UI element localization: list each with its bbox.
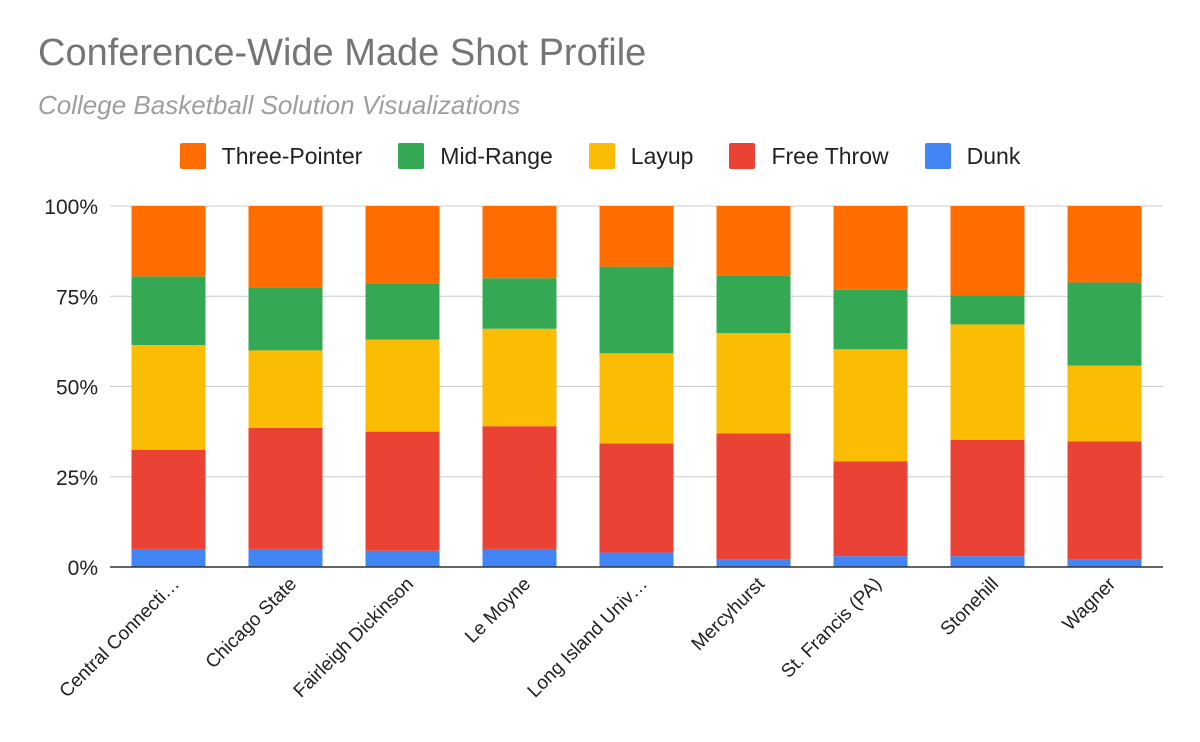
x-tick-label: St. Francis (PA) — [777, 574, 886, 683]
legend-label: Dunk — [966, 142, 1021, 169]
legend-swatch — [179, 143, 206, 169]
bar-segment-free-throw — [482, 426, 557, 549]
bar-segment-three-pointer — [365, 206, 440, 284]
bar-segment-free-throw — [248, 428, 323, 549]
chart-subtitle: College Basketball Solution Visualizatio… — [38, 90, 521, 120]
bar-segment-mid-range — [365, 283, 440, 340]
x-tick-label: Central Connecti… — [56, 574, 184, 702]
bar-segment-three-pointer — [950, 206, 1025, 296]
bar-segment-mid-range — [599, 266, 674, 354]
bar-segment-mid-range — [1067, 282, 1142, 366]
bar-segment-three-pointer — [1067, 206, 1142, 283]
bar-segment-layup — [833, 349, 908, 462]
bar-segment-layup — [599, 353, 674, 444]
x-tick-label: Wagner — [1059, 573, 1121, 635]
bar-segment-free-throw — [833, 461, 908, 557]
x-tick-label: Chicago State — [202, 574, 301, 673]
bar-segment-layup — [1067, 365, 1142, 442]
x-tick-label: Mercyhurst — [688, 573, 770, 655]
bar-segment-mid-range — [131, 276, 206, 345]
legend-swatch — [398, 143, 425, 169]
bar-segment-layup — [950, 324, 1025, 440]
chart-title: Conference-Wide Made Shot Profile — [38, 32, 647, 74]
x-tick-label: Le Moyne — [461, 574, 535, 648]
legend-item-layup: Layup — [588, 142, 694, 170]
legend-label: Three-Pointer — [221, 142, 363, 169]
bar-segment-three-pointer — [248, 206, 323, 288]
bar-segment-layup — [365, 339, 440, 432]
y-tick-label: 75% — [56, 286, 98, 309]
bar-segment-mid-range — [248, 287, 323, 351]
y-tick-label: 50% — [56, 377, 98, 400]
legend-swatch — [729, 143, 756, 169]
bar-segment-dunk — [833, 556, 908, 567]
bar-segment-dunk — [1067, 559, 1142, 567]
bar-segment-layup — [482, 328, 557, 427]
bar-segment-three-pointer — [833, 206, 908, 290]
bar-segment-free-throw — [950, 439, 1025, 557]
legend-swatch — [924, 143, 951, 169]
x-tick-label: Long Island Univ… — [524, 574, 652, 702]
y-tick-label: 0% — [68, 557, 98, 580]
bar-segment-free-throw — [599, 443, 674, 553]
bar-segment-layup — [131, 344, 206, 450]
legend-item-free-throw: Free Throw — [729, 142, 889, 170]
bar-segment-dunk — [482, 548, 557, 567]
bar-segment-mid-range — [482, 278, 557, 329]
bar-segment-layup — [716, 333, 791, 434]
legend-item-three-pointer: Three-Pointer — [179, 142, 363, 170]
bar-segment-layup — [248, 350, 323, 429]
legend-item-dunk: Dunk — [924, 142, 1021, 170]
bar-segment-three-pointer — [482, 206, 557, 279]
bar-segment-three-pointer — [599, 206, 674, 267]
bar-segment-mid-range — [833, 289, 908, 350]
y-tick-label: 25% — [56, 467, 98, 490]
bar-segment-dunk — [950, 556, 1025, 567]
bar-segment-dunk — [716, 559, 791, 567]
legend-label: Layup — [630, 142, 694, 169]
bar-segment-three-pointer — [716, 206, 791, 276]
x-tick-label: Stonehill — [937, 574, 1003, 640]
x-tick-label: Fairleigh Dickinson — [290, 574, 418, 702]
chart-legend: Three-Pointer Mid-Range Layup Free Throw Dun… — [0, 140, 1200, 172]
legend-label: Free Throw — [771, 142, 889, 169]
bar-segment-free-throw — [716, 433, 791, 560]
bar-segment-free-throw — [131, 449, 206, 549]
y-tick-label: 100% — [44, 196, 98, 219]
legend-swatch — [588, 143, 615, 169]
legend-label: Mid-Range — [440, 142, 553, 169]
bar-segment-free-throw — [365, 431, 440, 551]
bar-segment-dunk — [131, 548, 206, 567]
bar-segment-dunk — [365, 550, 440, 567]
bar-segment-mid-range — [716, 275, 791, 334]
bar-segment-mid-range — [950, 295, 1025, 325]
legend-item-mid-range: Mid-Range — [398, 143, 553, 170]
bar-segment-free-throw — [1067, 441, 1142, 560]
bar-segment-three-pointer — [131, 206, 206, 277]
bar-segment-dunk — [599, 552, 674, 567]
bar-segment-dunk — [248, 548, 323, 567]
